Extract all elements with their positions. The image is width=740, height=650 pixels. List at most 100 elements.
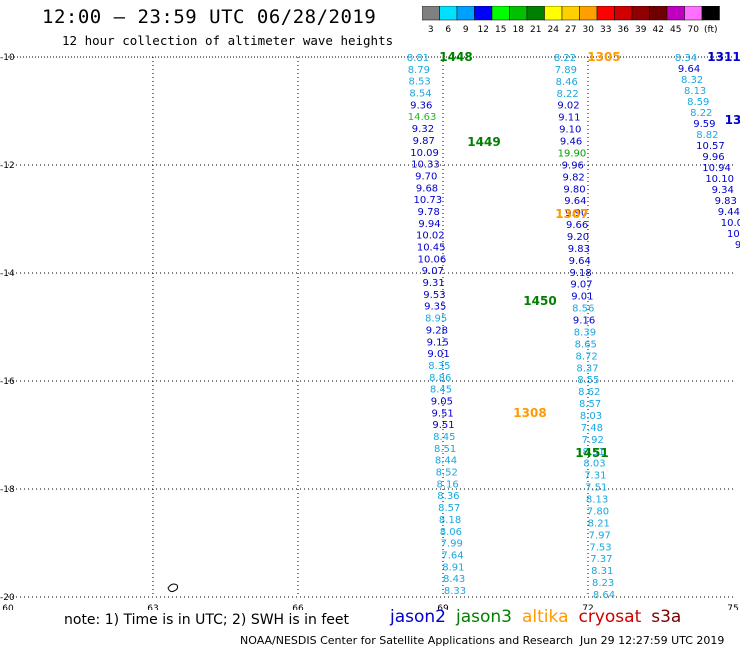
track-a-swh-label: 8.36 [437,491,459,502]
track-c-swh-label: 9.34 [712,185,734,196]
track-a-swh-label: 10.06 [418,254,447,265]
track-a-swh-label: 8.16 [436,479,458,490]
track-b-swh-label: 9.11 [558,113,580,124]
track-a-swh-label: 8.57 [438,503,460,514]
track-c-swh-label: 10.0 [721,218,740,229]
track-b-swh-label: 19.90 [558,148,587,159]
track-a-swh-label: 7.99 [441,539,463,550]
track-b-swh-label: 8.23 [592,578,614,589]
track-a-swh-label: 9.35 [424,302,446,313]
track-a-swh-label: 8.81 [407,53,429,64]
track-b-swh-label: 9.01 [571,292,593,303]
y-tick-label: -16 [0,377,15,387]
pass-number-label: 1448 [439,50,472,64]
colorbar-tick-label: 18 [513,25,525,35]
pass-number-label: 1449 [467,135,500,149]
pass-number-label: 1305 [587,50,620,64]
colorbar-tick-label: 6 [445,25,451,35]
track-a-swh-label: 8.52 [436,468,458,479]
track-a-swh-label: 8.53 [409,77,431,88]
track-a-swh-label: 8.45 [430,385,452,396]
track-a-swh-label: 8.44 [435,456,457,467]
track-b-swh-label: 9.18 [569,268,591,279]
track-b-swh-label: 9.83 [568,244,590,255]
track-a-swh-label: 14.63 [408,112,437,123]
track-b-swh-label: 7.53 [589,542,611,553]
y-tick-label: -10 [0,53,15,63]
colorbar-tick-label: 24 [548,25,560,35]
pass-number-label: 1307 [555,207,588,221]
track-a-swh-label: 10.09 [410,148,439,159]
track-c-swh-label: 9.64 [678,64,700,75]
track-b-swh-label: 7.89 [555,65,577,76]
track-a-swh-label: 8.79 [408,65,430,76]
track-b-swh-label: 8.03 [583,459,605,470]
track-b-swh-label: 7.48 [581,423,603,434]
y-tick-label: -20 [0,593,15,603]
track-a-swh-label: 9.15 [427,337,449,348]
track-c-swh-label: 9.83 [715,196,737,207]
colorbar-tick-label: 12 [478,25,489,35]
track-c-swh-label: 8.59 [687,97,709,108]
track-b-swh-label: 8.22 [554,53,576,64]
track-a-swh-label: 9.68 [416,183,438,194]
satellite-legend: jason2 jason3 altika cryosat s3a [390,607,691,627]
pass-number-label: 13 [725,113,740,127]
map-title: 12:00 – 23:59 UTC 06/28/2019 [42,6,377,28]
track-b-swh-label: 8.55 [577,375,599,386]
track-b-swh-label: 8.22 [556,89,578,100]
track-b-swh-label: 9.20 [567,232,589,243]
track-b-swh-label: 8.46 [556,77,578,88]
track-c-swh-label: 10.57 [696,141,725,152]
wave-height-map: 60 63 66 69 72 75-10-12-14-16-18-208.818.798.… [0,50,740,610]
track-b-swh-label: 7.80 [587,506,609,517]
track-a-swh-label: 8.45 [433,432,455,443]
y-tick-label: -12 [0,161,15,171]
colorbar-tick-label: 42 [653,25,664,35]
legend-item-cryosat: cryosat [578,607,642,627]
wave-height-colorbar: 3 6 9 12 15 18 21 24 27 30 33 36 39 42 45 70 (ft) [422,6,720,35]
colorbar-tick-label: 30 [583,25,595,35]
island-outline [167,583,179,593]
track-b-swh-label: 8.39 [574,327,596,338]
track-c-swh-label: 8.34 [675,53,697,64]
track-b-swh-label: 9.16 [573,316,595,327]
track-b-swh-label: 8.64 [593,590,615,601]
track-b-swh-label: 8.03 [580,411,602,422]
colorbar-tick-label: 70 [688,25,700,35]
track-b-swh-label: 8.56 [572,304,594,315]
track-a-swh-label: 8.51 [434,444,456,455]
track-a-swh-label: 9.28 [426,325,448,336]
track-a-swh-label: 9.53 [423,290,445,301]
track-b-swh-label: 9.90 [565,208,587,219]
colorbar-tick-label: 9 [463,25,469,35]
colorbar-tick-label: (ft) [704,25,718,35]
colorbar-swatch [701,6,720,21]
track-a-swh-label: 9.32 [412,124,434,135]
track-b-swh-label: 7.31 [584,471,606,482]
track-b-swh-label: 8.51 [582,447,604,458]
generated-timestamp: Jun 29 12:27:59 UTC 2019 [580,634,725,647]
legend-item-jason3: jason3 [456,607,512,627]
track-a-swh-label: 8.95 [425,314,447,325]
y-tick-label: -14 [0,269,15,279]
track-a-swh-label: 9.36 [410,100,432,111]
track-a-swh-label: 8.91 [442,562,464,573]
track-b-swh-label: 7.97 [589,530,611,541]
track-b-swh-label: 8.37 [576,363,598,374]
y-tick-label: -18 [0,485,15,495]
track-c-swh-label: 8.82 [696,130,718,141]
credit-text: NOAA/NESDIS Center for Satellite Applica… [240,634,574,647]
colorbar-tick-label: 33 [600,25,611,35]
track-c-swh-label: 8.22 [690,108,712,119]
track-b-swh-label: 8.13 [586,495,608,506]
track-c-swh-label: 9.44 [718,207,740,218]
track-a-swh-label: 10.45 [417,243,446,254]
track-a-swh-label: 8.33 [444,586,466,597]
track-b-swh-label: 9.80 [563,184,585,195]
track-b-swh-label: 8.31 [591,566,613,577]
x-tick-label: 63 [147,604,158,610]
track-b-swh-label: 9.96 [562,160,584,171]
legend-item-s3a: s3a [651,607,682,627]
track-b-swh-label: 9.46 [560,137,582,148]
